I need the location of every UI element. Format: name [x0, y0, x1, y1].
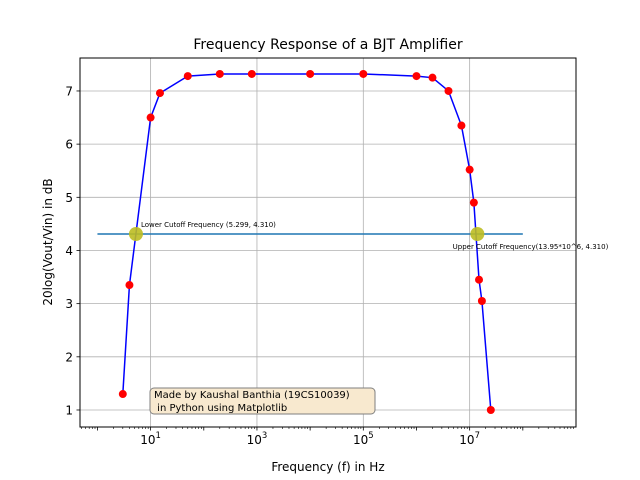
credit-line-1: Made by Kaushal Banthia (19CS10039)	[154, 390, 350, 401]
x-tick-label: 103	[247, 431, 268, 447]
series-layer: Lower Cutoff Frequency (5.299, 4.310) Upp…	[118, 69, 609, 414]
lower-cutoff-label: Lower Cutoff Frequency (5.299, 4.310)	[141, 221, 276, 229]
data-point	[477, 296, 486, 305]
cutoff-point	[470, 226, 485, 241]
y-tick-label: 6	[65, 138, 73, 152]
data-point	[469, 198, 478, 207]
data-point	[486, 405, 495, 414]
data-point	[359, 69, 368, 78]
y-tick-label: 3	[65, 297, 73, 311]
data-point	[155, 89, 164, 98]
data-point	[428, 73, 437, 82]
series-line	[122, 73, 492, 411]
upper-cutoff-label: Upper Cutoff Frequency(13.95*10^6, 4.310…	[453, 243, 609, 251]
data-point	[146, 113, 155, 122]
y-tick-label: 1	[65, 403, 73, 417]
y-tick-label: 2	[65, 350, 73, 364]
credit-box-frame	[149, 387, 376, 415]
data-point	[465, 165, 474, 174]
data-point	[457, 121, 466, 130]
chart-title: Frequency Response of a BJT Amplifier	[193, 37, 462, 53]
data-point	[247, 69, 256, 78]
credit-box: Made by Kaushal Banthia (19CS10039) in P…	[149, 387, 376, 415]
plot-frame	[79, 57, 577, 428]
data-point	[125, 281, 134, 290]
credit-line-2: in Python using Matplotlib	[154, 403, 287, 414]
data-point	[183, 72, 192, 81]
data-point	[412, 72, 421, 81]
plot-area	[80, 58, 576, 427]
y-tick-label: 5	[65, 191, 73, 205]
data-point	[118, 390, 127, 399]
y-tick-label: 7	[65, 84, 73, 98]
data-point	[475, 275, 484, 284]
x-tick-label: 107	[459, 431, 480, 447]
x-axis-label: Frequency (f) in Hz	[271, 460, 384, 474]
cutoff-point	[128, 226, 143, 241]
data-point	[444, 86, 453, 95]
x-tick-label: 101	[140, 431, 161, 447]
ticks: 101 103 105 107 1 2 3 4 5 6 7	[65, 84, 574, 447]
data-point	[306, 69, 315, 78]
y-axis-label: 20log(Vout/Vin) in dB	[41, 178, 55, 305]
x-tick-label: 105	[353, 431, 374, 447]
y-tick-label: 4	[65, 244, 73, 258]
data-point	[215, 69, 224, 78]
